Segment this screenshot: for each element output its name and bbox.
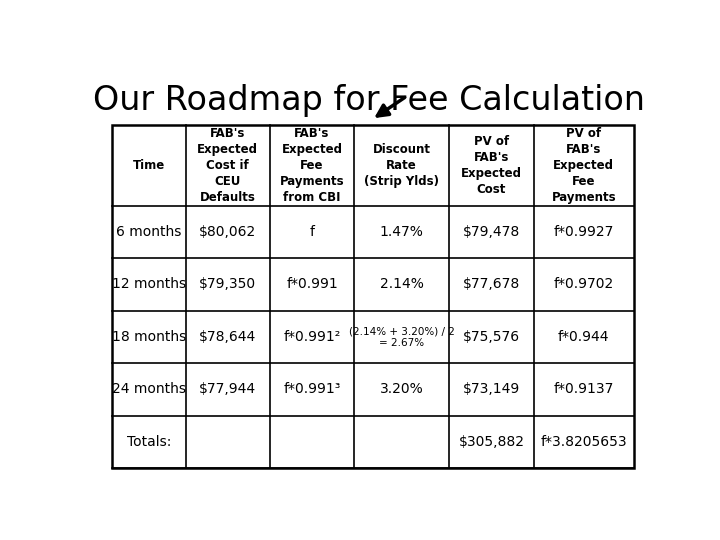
Text: 24 months: 24 months: [112, 382, 186, 396]
Text: f*3.8205653: f*3.8205653: [541, 435, 627, 449]
Text: f: f: [310, 225, 315, 239]
Text: $79,350: $79,350: [199, 278, 256, 292]
Text: PV of
FAB's
Expected
Cost: PV of FAB's Expected Cost: [461, 135, 522, 196]
Text: f*0.991²: f*0.991²: [284, 330, 341, 344]
Text: Time: Time: [133, 159, 165, 172]
Text: (2.14% + 3.20%) / 2
= 2.67%: (2.14% + 3.20%) / 2 = 2.67%: [348, 326, 454, 348]
Text: f*0.944: f*0.944: [558, 330, 610, 344]
Text: $73,149: $73,149: [463, 382, 520, 396]
Text: $78,644: $78,644: [199, 330, 256, 344]
Bar: [112, 125, 634, 468]
Text: $77,944: $77,944: [199, 382, 256, 396]
Text: f*0.9702: f*0.9702: [554, 278, 614, 292]
Text: $77,678: $77,678: [463, 278, 520, 292]
Text: FAB's
Expected
Fee
Payments
from CBI: FAB's Expected Fee Payments from CBI: [280, 127, 344, 204]
Text: $305,882: $305,882: [459, 435, 524, 449]
Text: FAB's
Expected
Cost if
CEU
Defaults: FAB's Expected Cost if CEU Defaults: [197, 127, 258, 204]
Text: Our Roadmap for Fee Calculation: Our Roadmap for Fee Calculation: [93, 84, 645, 117]
Text: $79,478: $79,478: [463, 225, 520, 239]
Text: PV of
FAB's
Expected
Fee
Payments: PV of FAB's Expected Fee Payments: [552, 127, 616, 204]
Text: f*0.9137: f*0.9137: [554, 382, 614, 396]
Text: $80,062: $80,062: [199, 225, 256, 239]
Text: 3.20%: 3.20%: [380, 382, 423, 396]
Text: 18 months: 18 months: [112, 330, 186, 344]
Text: $75,576: $75,576: [463, 330, 520, 344]
Text: 1.47%: 1.47%: [379, 225, 423, 239]
Text: Discount
Rate
(Strip Ylds): Discount Rate (Strip Ylds): [364, 143, 439, 188]
Text: f*0.991³: f*0.991³: [284, 382, 341, 396]
Text: f*0.9927: f*0.9927: [554, 225, 614, 239]
Text: 2.14%: 2.14%: [379, 278, 423, 292]
Text: Totals:: Totals:: [127, 435, 171, 449]
Text: f*0.991: f*0.991: [286, 278, 338, 292]
Text: 12 months: 12 months: [112, 278, 186, 292]
Text: 6 months: 6 months: [117, 225, 181, 239]
